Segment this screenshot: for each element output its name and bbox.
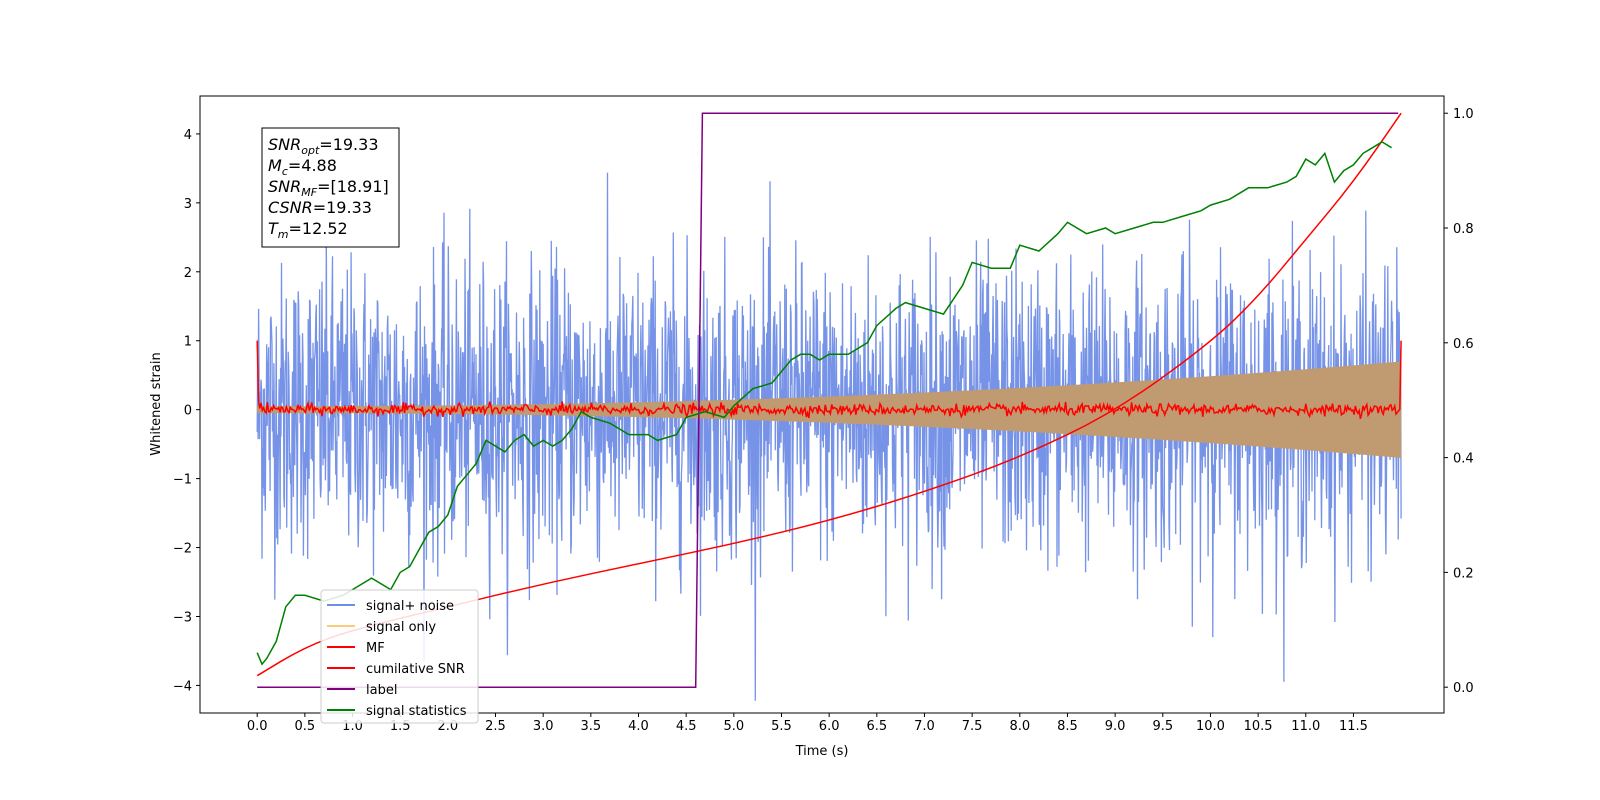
- annotation-line: Tm=12.52: [268, 219, 348, 241]
- y-tick-label: 1: [184, 335, 192, 350]
- series-signal-statistics-line: [256, 141, 1392, 666]
- y-tick-label: 3: [184, 197, 192, 212]
- series-mf-line: [256, 340, 1402, 419]
- x-tick-label: 10.0: [1196, 719, 1225, 734]
- x-tick-label: 0.0: [247, 719, 268, 734]
- x-axis: 0.0 0.5 1.0 1.5 2.0 2.5 3.0 3.5 4.0 4.5 5.0 5.5 6.0 6…: [247, 713, 1368, 734]
- x-tick-label: 2.5: [485, 719, 506, 734]
- x-tick-label: 10.5: [1244, 719, 1273, 734]
- legend-label: signal+ noise: [366, 599, 454, 614]
- x-tick-label: 5.5: [771, 719, 792, 734]
- x-tick-label: 3.5: [580, 719, 601, 734]
- legend-label: MF: [366, 641, 385, 656]
- y-axis-right: 0.0 0.2 0.4 0.6 0.8 1.0: [1444, 107, 1474, 696]
- annotation-line: SNRopt=19.33: [268, 135, 379, 157]
- x-tick-label: 9.5: [1152, 719, 1173, 734]
- y-tick-label: −4: [173, 679, 192, 694]
- y-tick-label: 0: [184, 404, 192, 419]
- x-tick-label: 3.0: [533, 719, 554, 734]
- x-tick-label: 0.5: [295, 719, 316, 734]
- y-axis-label: Whitened strain: [149, 352, 164, 455]
- y2-tick-label: 0.6: [1453, 337, 1474, 352]
- annotation-line: CSNR=19.33: [268, 198, 372, 217]
- x-tick-label: 5.0: [723, 719, 744, 734]
- annotation-line: Mc=4.88: [268, 156, 337, 178]
- y2-tick-label: 0.0: [1453, 681, 1474, 696]
- legend-label: label: [366, 683, 397, 698]
- y-tick-label: −1: [173, 473, 192, 488]
- x-tick-label: 11.5: [1339, 719, 1368, 734]
- y2-tick-label: 0.2: [1453, 566, 1474, 581]
- x-tick-label: 6.5: [866, 719, 887, 734]
- legend-label: cumilative SNR: [366, 662, 465, 677]
- x-tick-label: 7.0: [914, 719, 935, 734]
- x-tick-label: 6.0: [819, 719, 840, 734]
- legend-label: signal statistics: [366, 704, 467, 719]
- legend-label: signal only: [366, 620, 436, 635]
- stats-annotation-box: SNRopt=19.33Mc=4.88SNRMF=[18.91]CSNR=19.…: [261, 127, 400, 248]
- x-tick-label: 8.5: [1057, 719, 1078, 734]
- legend: signal+ noise signal only MF cumilative SNR…: [320, 589, 479, 724]
- y2-tick-label: 1.0: [1453, 107, 1474, 122]
- x-tick-label: 8.0: [1009, 719, 1030, 734]
- annotation-frame: [261, 127, 400, 248]
- y-tick-label: −3: [173, 610, 192, 625]
- y-axis-left: −4 −3 −2 −1 0 1 2 3 4: [173, 128, 200, 694]
- y-tick-label: 4: [184, 128, 192, 143]
- y2-tick-label: 0.8: [1453, 222, 1474, 237]
- y-tick-label: 2: [184, 266, 192, 281]
- annotation-line: SNRMF=[18.91]: [268, 177, 389, 199]
- series-signal-only-line: [256, 361, 1402, 458]
- x-tick-label: 9.0: [1105, 719, 1126, 734]
- plot-frame: [199, 95, 1445, 714]
- x-axis-label: Time (s): [795, 744, 849, 759]
- x-tick-label: 7.5: [962, 719, 983, 734]
- x-tick-label: 11.0: [1291, 719, 1320, 734]
- y2-tick-label: 0.4: [1453, 452, 1474, 467]
- legend-frame: [320, 589, 479, 724]
- y-tick-label: −2: [173, 542, 192, 557]
- x-tick-label: 4.5: [676, 719, 697, 734]
- x-tick-label: 4.0: [628, 719, 649, 734]
